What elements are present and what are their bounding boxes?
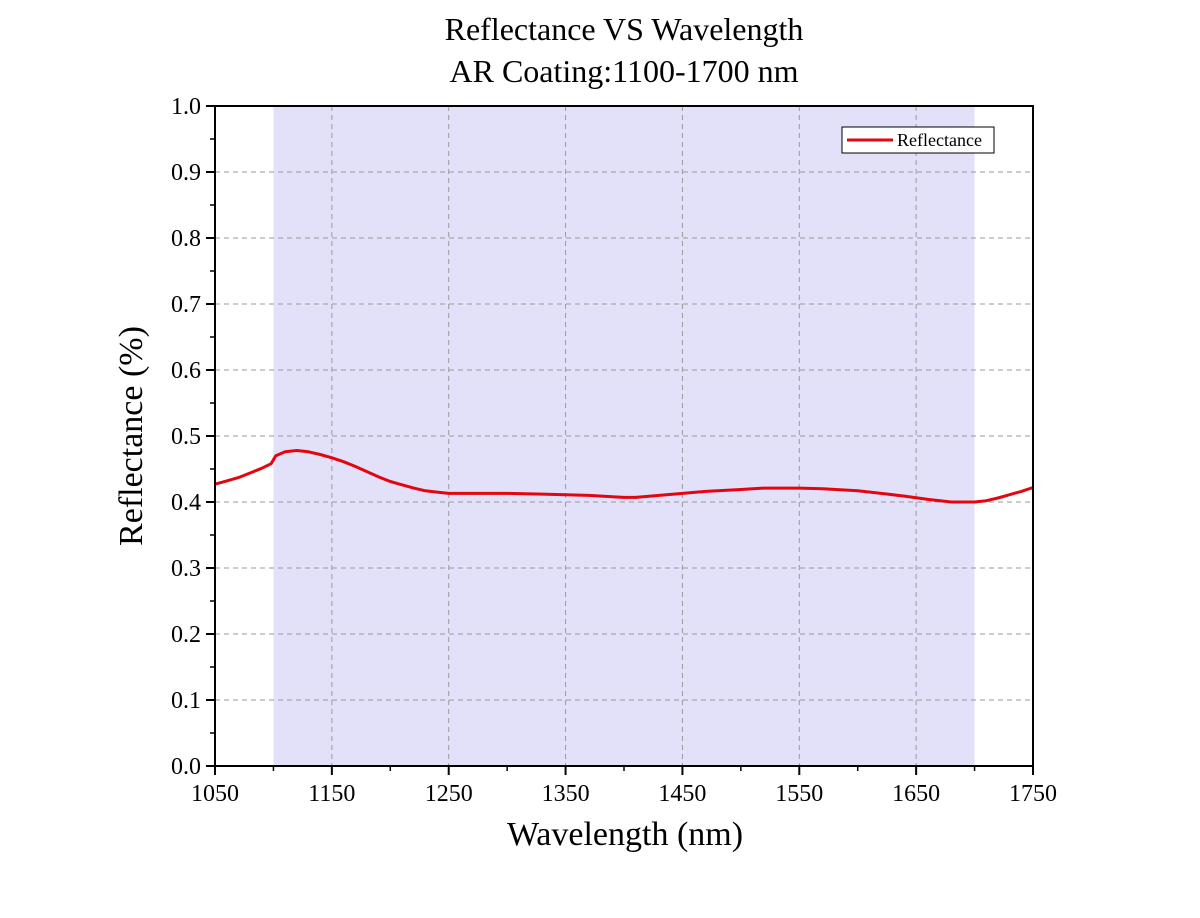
chart-subtitle: AR Coating:1100-1700 nm: [449, 53, 798, 89]
x-tick-label: 1150: [308, 781, 355, 807]
x-tick-label: 1550: [775, 781, 823, 807]
ticks: 1050 1150 1250 1350 1450 1550 1650 1750 0.0 0.1 0.…: [171, 94, 1057, 807]
y-tick-label: 1.0: [171, 94, 201, 120]
x-tick-label: 1350: [542, 781, 590, 807]
x-tick-label: 1650: [892, 781, 940, 807]
chart-title: Reflectance VS Wavelength: [445, 11, 804, 47]
y-tick-label: 0.5: [171, 424, 201, 450]
y-axis-label: Reflectance (%): [113, 326, 150, 546]
x-tick-label: 1450: [658, 781, 706, 807]
x-tick-label: 1050: [191, 781, 239, 807]
y-tick-label: 0.4: [171, 490, 201, 516]
y-tick-label: 0.7: [171, 292, 201, 318]
legend: Reflectance: [841, 126, 995, 154]
y-tick-label: 0.9: [171, 160, 201, 186]
legend-label: Reflectance: [897, 130, 982, 150]
x-axis-label: Wavelength (nm): [507, 816, 743, 853]
y-tick-label: 0.3: [171, 556, 201, 582]
series-layer: [214, 449, 1034, 504]
x-tick-label: 1750: [1009, 781, 1057, 807]
y-tick-label: 0.2: [171, 622, 201, 648]
reflectance-line: [214, 449, 1034, 504]
x-tick-label: 1250: [425, 781, 473, 807]
y-tick-label: 0.6: [171, 358, 201, 384]
y-tick-label: 0.0: [171, 754, 201, 780]
y-tick-label: 0.1: [171, 688, 201, 714]
y-tick-label: 0.8: [171, 226, 201, 252]
grid: [215, 106, 1033, 766]
